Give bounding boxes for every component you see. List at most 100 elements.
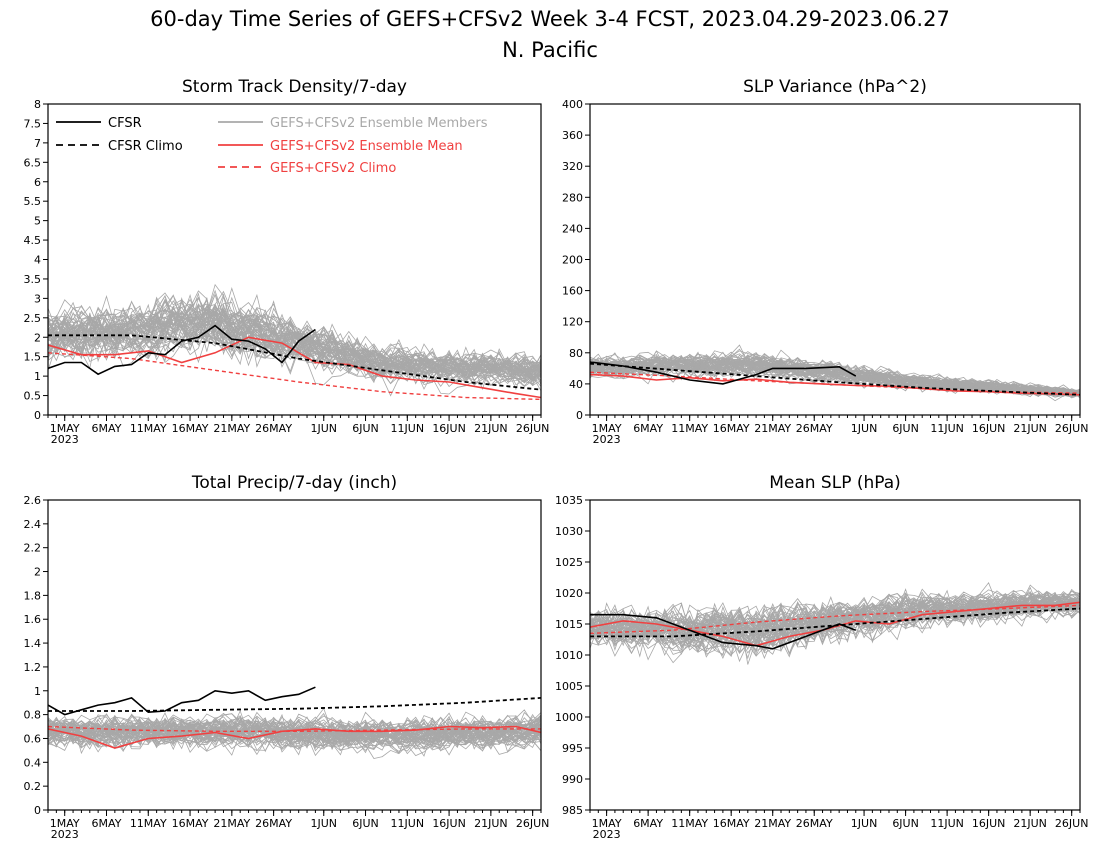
y-tick-label: 6.5 — [24, 156, 42, 169]
x-tick-label: 6JUN — [892, 422, 919, 435]
x-tick-label: 21JUN — [1013, 422, 1047, 435]
plot-frame — [589, 499, 1081, 811]
x-tick-label: 6MAY — [92, 817, 122, 830]
panel-4: Mean SLP (hPa) 985 990 995 1000 1005 1010 1015 1… — [555, 473, 1088, 841]
x-tick-label: 26MAY — [796, 422, 833, 435]
y-tick-label: 240 — [562, 222, 583, 235]
x-tick-label: 26MAY — [255, 422, 292, 435]
ensemble-member-line — [48, 300, 541, 377]
x-tick-label: 21MAY — [213, 817, 250, 830]
x-tick-label: 1MAY — [592, 817, 622, 830]
ensemble-member-line — [590, 356, 1080, 397]
y-tick-label: 360 — [562, 129, 583, 142]
y-tick-label: 1.5 — [24, 351, 42, 364]
x-tick-label: 1JUN — [851, 422, 878, 435]
x-tick-label: 11JUN — [391, 817, 425, 830]
cfsr-climo-line — [590, 607, 1080, 638]
legend-ens-mean-label: GEFS+CFSv2 Ensemble Mean — [270, 139, 463, 154]
x-tick-label: 26MAY — [255, 817, 292, 830]
ensemble-member-line — [48, 712, 541, 749]
x-year-label: 2023 — [593, 433, 621, 446]
y-tick-label: 0.8 — [24, 709, 42, 722]
ensemble-member-line — [590, 595, 1080, 655]
y-tick-label: 0 — [34, 804, 41, 817]
cfsr-line — [48, 324, 316, 376]
x-tick-label: 16MAY — [713, 817, 750, 830]
ensemble-member-line — [48, 305, 541, 386]
y-tick-label: 1015 — [555, 618, 583, 631]
y-tick-label: 1010 — [555, 649, 583, 662]
x-tick-label: 26JUN — [1055, 817, 1089, 830]
y-tick-label: 3 — [34, 292, 41, 305]
panel-title: Storm Track Density/7-day — [182, 77, 407, 97]
x-tick-label: 21MAY — [754, 817, 791, 830]
y-tick-label: 2.5 — [24, 312, 42, 325]
y-tick-label: 1.2 — [24, 661, 42, 674]
y-tick-label: 0.5 — [24, 390, 42, 403]
x-tick-label: 16MAY — [172, 422, 209, 435]
cfsr-line — [48, 686, 316, 716]
y-tick-label: 3.5 — [24, 273, 42, 286]
y-tick-label: 7 — [34, 137, 41, 150]
y-tick-label: 400 — [562, 98, 583, 111]
x-tick-label: 26JUN — [1055, 422, 1089, 435]
ensemble-member-line — [590, 360, 1080, 395]
y-tick-label: 1035 — [555, 494, 583, 507]
x-tick-label: 6MAY — [92, 422, 122, 435]
x-tick-label: 21MAY — [213, 422, 250, 435]
ensemble-member-line — [48, 713, 541, 752]
x-tick-label: 21JUN — [1013, 817, 1047, 830]
cfsr-climo-line — [590, 362, 1080, 396]
x-tick-label: 1MAY — [50, 817, 80, 830]
ensemble-member-line — [48, 717, 541, 757]
y-tick-label: 0.2 — [24, 780, 42, 793]
y-tick-label: 0 — [34, 409, 41, 422]
plot-area — [590, 582, 1080, 665]
y-tick-label: 985 — [562, 804, 583, 817]
x-tick-label: 11JUN — [391, 422, 425, 435]
ensemble-member-line — [48, 310, 541, 395]
y-tick-label: 200 — [562, 254, 583, 267]
y-tick-label: 1020 — [555, 587, 583, 600]
x-tick-label: 21JUN — [474, 817, 508, 830]
y-tick-label: 4.5 — [24, 234, 42, 247]
x-tick-label: 11JUN — [930, 422, 964, 435]
y-tick-label: 2.6 — [24, 494, 42, 507]
ensemble-member-line — [48, 715, 541, 751]
cfsr-climo-line — [48, 334, 541, 391]
ensemble-member-line — [48, 298, 541, 385]
x-tick-label: 16MAY — [713, 422, 750, 435]
y-tick-label: 990 — [562, 773, 583, 786]
x-tick-label: 6JUN — [892, 817, 919, 830]
x-tick-label: 11JUN — [930, 817, 964, 830]
y-tick-label: 0 — [576, 409, 583, 422]
y-tick-label: 40 — [569, 378, 583, 391]
y-tick-label: 1025 — [555, 556, 583, 569]
y-tick-label: 5 — [34, 215, 41, 228]
x-tick-label: 1JUN — [310, 422, 337, 435]
legend-cfsr-climo-label: CFSR Climo — [108, 139, 183, 154]
x-tick-label: 1JUN — [851, 817, 878, 830]
panel-1: Storm Track Density/7-day 0 0.5 1 1.5 2 2.5 3 3.… — [24, 77, 550, 446]
x-tick-label: 6MAY — [633, 817, 663, 830]
panel-2: SLP Variance (hPa^2) 0 40 80 120 160 200 240 280… — [562, 77, 1088, 446]
x-tick-label: 11MAY — [130, 422, 167, 435]
x-tick-label: 11MAY — [671, 422, 708, 435]
x-year-label: 2023 — [593, 828, 621, 841]
ensemble-member-line — [590, 356, 1080, 398]
y-tick-label: 0.4 — [24, 756, 42, 769]
y-tick-label: 1 — [34, 370, 41, 383]
y-tick-label: 1.6 — [24, 613, 42, 626]
y-tick-label: 1.8 — [24, 589, 42, 602]
y-tick-label: 1030 — [555, 525, 583, 538]
ensemble-member-line — [48, 719, 541, 748]
x-tick-label: 16JUN — [972, 817, 1006, 830]
ensemble-member-line — [590, 592, 1080, 651]
x-tick-label: 16JUN — [432, 422, 466, 435]
y-tick-label: 80 — [569, 347, 583, 360]
gefs-climo-line — [590, 604, 1080, 634]
ensemble-member-line — [590, 592, 1080, 659]
ensemble-member-line — [48, 312, 541, 382]
x-tick-label: 26JUN — [516, 422, 550, 435]
